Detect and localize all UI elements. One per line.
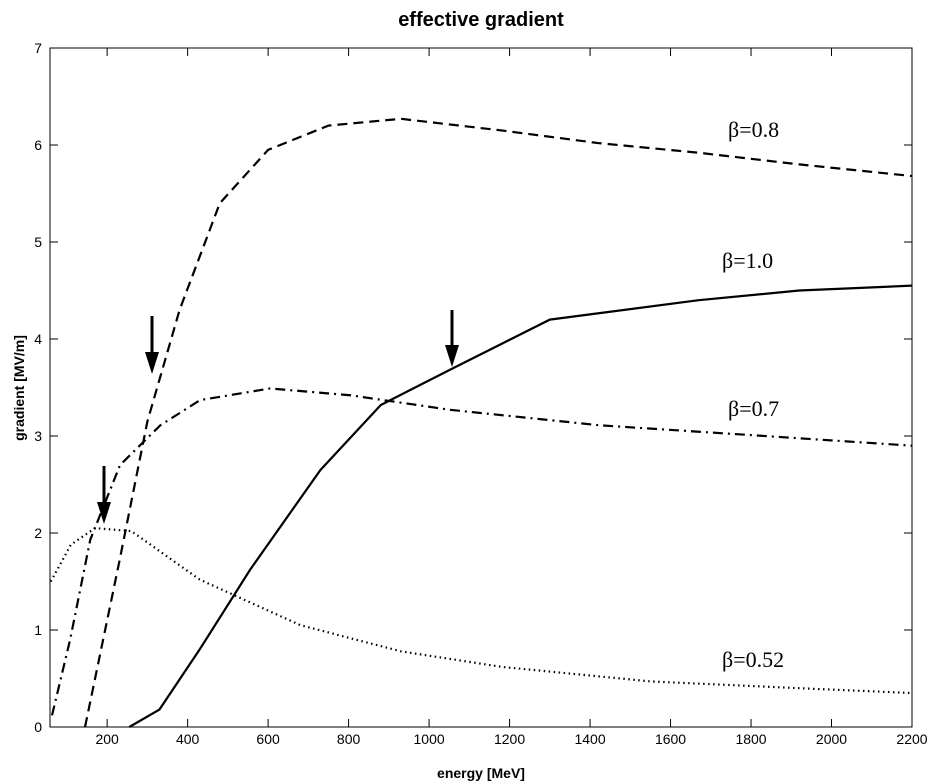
x-tick-label: 200 (95, 731, 119, 747)
chart-title: effective gradient (398, 9, 564, 31)
y-axis-label: gradient [MV/m] (11, 335, 27, 441)
x-tick-label: 800 (337, 731, 361, 747)
series-label: β=0.7 (728, 396, 779, 421)
plot-frame (49, 47, 913, 728)
series-line (83, 117, 913, 728)
x-tick-label: 600 (256, 731, 280, 747)
y-tick-label: 0 (34, 719, 42, 735)
x-tick-label: 1400 (574, 731, 605, 747)
y-tick-label: 2 (34, 525, 42, 541)
arrows (97, 310, 459, 524)
arrow-head (145, 352, 159, 374)
x-tick-label: 1200 (494, 731, 525, 747)
series-label: β=0.8 (728, 117, 779, 142)
series-label: β=1.0 (722, 248, 773, 273)
y-tick-label: 4 (34, 331, 42, 347)
series-line (49, 527, 913, 695)
y-tick-label: 7 (34, 40, 42, 56)
x-axis-label: energy [MeV] (437, 765, 525, 781)
arrow-head (445, 345, 459, 367)
series-label: β=0.52 (722, 647, 784, 672)
y-tick-label: 6 (34, 137, 42, 153)
x-tick-label: 2000 (816, 731, 847, 747)
y-tick-label: 1 (34, 622, 42, 638)
arrow-head (97, 502, 111, 524)
x-tick-label: 400 (176, 731, 200, 747)
x-tick-label: 1000 (414, 731, 445, 747)
series-line (128, 284, 913, 728)
series-line (50, 387, 913, 716)
y-tick-label: 5 (34, 234, 42, 250)
x-tick-label: 2200 (896, 731, 927, 747)
y-tick-label: 3 (34, 428, 42, 444)
x-tick-label: 1600 (655, 731, 686, 747)
x-tick-label: 1800 (735, 731, 766, 747)
